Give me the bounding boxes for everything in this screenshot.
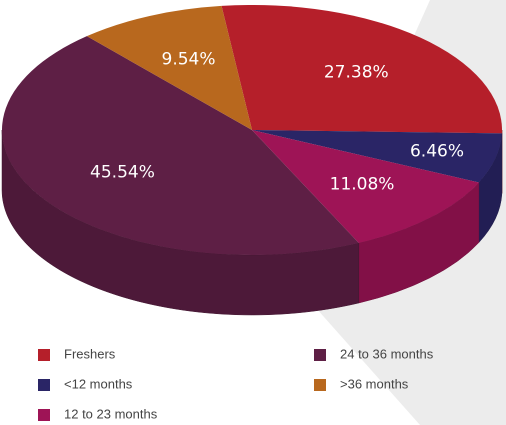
slice-label: 27.38%	[324, 63, 389, 83]
slice	[86, 5, 252, 130]
legend-label: 12 to 23 months	[64, 406, 158, 421]
legend-swatch	[314, 379, 326, 391]
slice	[2, 36, 359, 255]
legend: Freshers <12 months 12 to 23 months 24 to 3…	[38, 346, 434, 421]
legend-label: >36 months	[340, 376, 409, 391]
slice-label: 6.46%	[410, 142, 464, 162]
legend-swatch	[38, 409, 50, 421]
legend-label: <12 months	[64, 376, 133, 391]
legend-swatch	[314, 349, 326, 361]
slice-label: 9.54%	[162, 49, 216, 69]
legend-swatch	[38, 349, 50, 361]
pie: 27.38% 6.46% 11.08% 45.54% 9.54%	[1, 4, 503, 316]
legend-label: Freshers	[64, 346, 116, 361]
slice	[221, 4, 503, 134]
slice-label: 11.08%	[330, 175, 395, 195]
legend-label: 24 to 36 months	[340, 346, 434, 361]
slice-label: 45.54%	[90, 163, 155, 183]
slice	[252, 130, 502, 183]
legend-swatch	[38, 379, 50, 391]
slice	[252, 130, 479, 244]
